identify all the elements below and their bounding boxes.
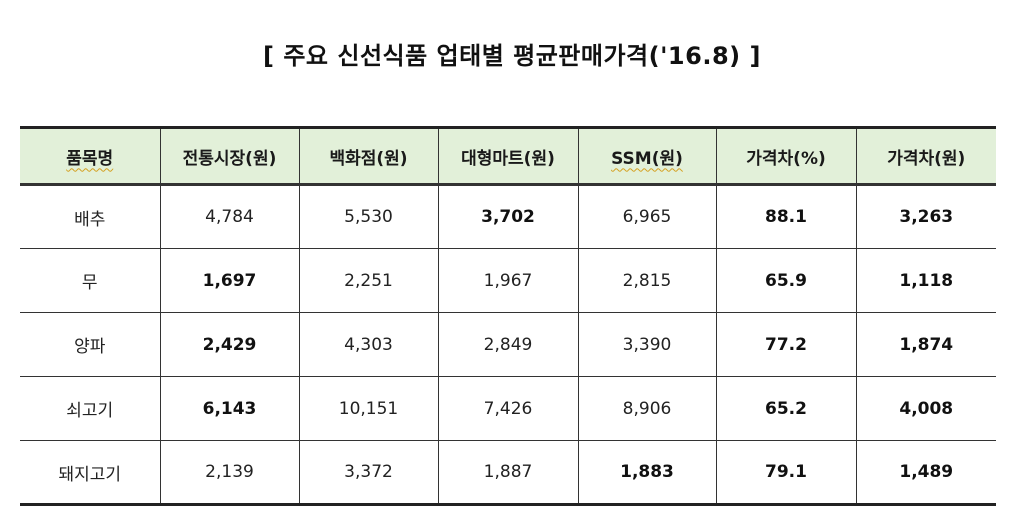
table-row: 배추 4,784 5,530 3,702 6,965 88.1 3,263 xyxy=(20,184,996,249)
header-ssm-label: SSM(원) xyxy=(611,148,683,169)
cell-diff-won: 1,874 xyxy=(855,312,996,377)
cell-hypermarket: 3,702 xyxy=(437,184,578,249)
cell-hypermarket: 1,967 xyxy=(437,248,578,313)
cell-department-store: 10,151 xyxy=(298,376,438,441)
header-diff-won: 가격차(원) xyxy=(855,126,996,186)
header-diff-pct: 가격차(%) xyxy=(715,126,856,186)
cell-traditional-market: 2,139 xyxy=(159,440,299,506)
cell-ssm: 1,883 xyxy=(577,440,716,506)
cell-hypermarket: 1,887 xyxy=(437,440,578,506)
header-item-name-label: 품목명 xyxy=(66,148,114,169)
table-row: 돼지고기 2,139 3,372 1,887 1,883 79.1 1,489 xyxy=(20,440,996,506)
cell-diff-won: 1,118 xyxy=(855,248,996,313)
table-row: 양파 2,429 4,303 2,849 3,390 77.2 1,874 xyxy=(20,312,996,377)
cell-diff-pct: 79.1 xyxy=(715,440,856,506)
cell-diff-pct: 65.9 xyxy=(715,248,856,313)
table-row: 무 1,697 2,251 1,967 2,815 65.9 1,118 xyxy=(20,248,996,313)
price-table-container: 품목명 전통시장(원) 백화점(원) 대형마트(원) SSM(원) 가격차(%)… xyxy=(20,126,996,506)
table-header-row: 품목명 전통시장(원) 백화점(원) 대형마트(원) SSM(원) 가격차(%)… xyxy=(20,126,996,186)
cell-item: 양파 xyxy=(20,312,160,377)
cell-ssm: 3,390 xyxy=(577,312,716,377)
cell-department-store: 4,303 xyxy=(298,312,438,377)
header-item-name: 품목명 xyxy=(20,126,160,186)
page-title: [ 주요 신선식품 업태별 평균판매가격('16.8) ] xyxy=(263,42,761,70)
cell-traditional-market: 2,429 xyxy=(159,312,299,377)
header-ssm: SSM(원) xyxy=(577,126,716,186)
cell-ssm: 6,965 xyxy=(577,184,716,249)
cell-ssm: 8,906 xyxy=(577,376,716,441)
cell-diff-won: 3,263 xyxy=(855,184,996,249)
cell-diff-won: 4,008 xyxy=(855,376,996,441)
header-department-store: 백화점(원) xyxy=(298,126,438,186)
cell-diff-pct: 65.2 xyxy=(715,376,856,441)
cell-department-store: 5,530 xyxy=(298,184,438,249)
cell-department-store: 3,372 xyxy=(298,440,438,506)
cell-item: 쇠고기 xyxy=(20,376,160,441)
cell-traditional-market: 6,143 xyxy=(159,376,299,441)
cell-item: 돼지고기 xyxy=(20,440,160,506)
cell-department-store: 2,251 xyxy=(298,248,438,313)
cell-diff-pct: 77.2 xyxy=(715,312,856,377)
cell-traditional-market: 1,697 xyxy=(159,248,299,313)
cell-hypermarket: 2,849 xyxy=(437,312,578,377)
cell-hypermarket: 7,426 xyxy=(437,376,578,441)
cell-item: 무 xyxy=(20,248,160,313)
price-table: 품목명 전통시장(원) 백화점(원) 대형마트(원) SSM(원) 가격차(%)… xyxy=(20,126,996,506)
cell-item: 배추 xyxy=(20,184,160,249)
cell-ssm: 2,815 xyxy=(577,248,716,313)
cell-traditional-market: 4,784 xyxy=(159,184,299,249)
cell-diff-pct: 88.1 xyxy=(715,184,856,249)
header-hypermarket: 대형마트(원) xyxy=(437,126,578,186)
cell-diff-won: 1,489 xyxy=(855,440,996,506)
table-row: 쇠고기 6,143 10,151 7,426 8,906 65.2 4,008 xyxy=(20,376,996,441)
header-traditional-market: 전통시장(원) xyxy=(159,126,299,186)
